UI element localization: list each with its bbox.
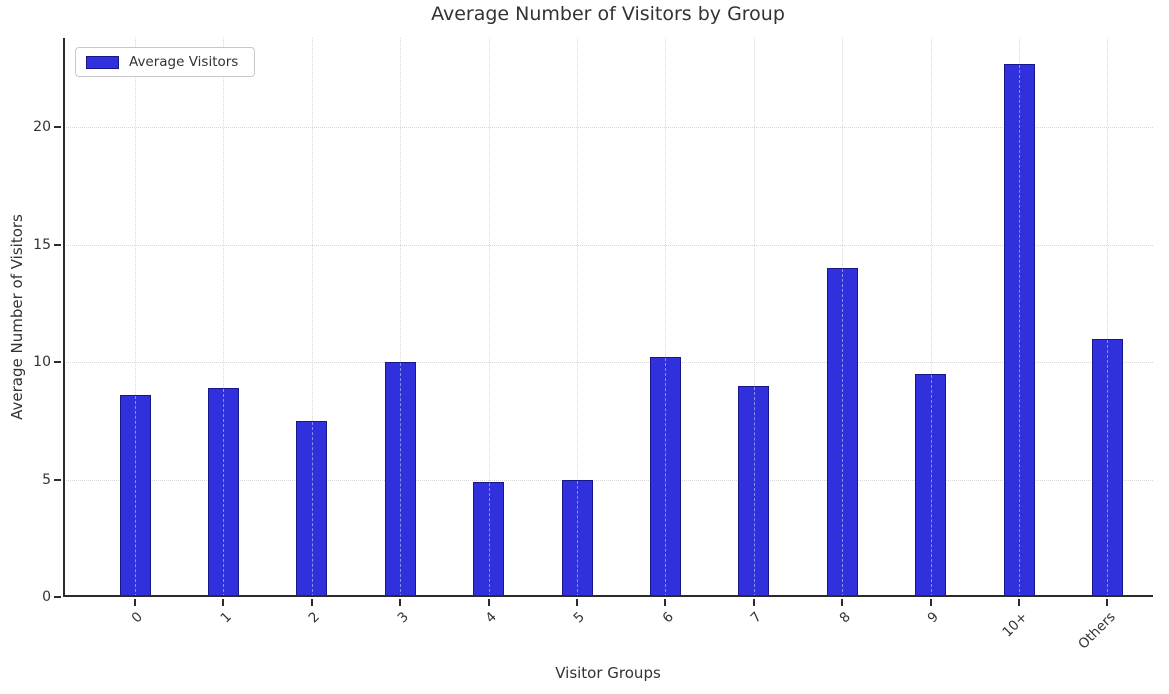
x-tick-mark — [752, 599, 755, 606]
gridline-horizontal — [63, 127, 1153, 129]
bar — [1003, 63, 1035, 598]
x-tick-mark — [929, 599, 932, 606]
y-tick-label: 5 — [42, 471, 51, 488]
bar — [296, 420, 328, 598]
x-tick-mark — [222, 599, 225, 606]
x-tick-mark — [487, 599, 490, 606]
legend-label: Average Visitors — [129, 54, 239, 70]
gridline-vertical — [665, 38, 667, 597]
legend: Average Visitors — [75, 47, 256, 77]
bar — [207, 387, 239, 598]
y-tick-mark — [54, 126, 61, 129]
x-tick-mark — [134, 599, 136, 606]
gridline-horizontal — [63, 362, 1153, 364]
bar — [1091, 338, 1123, 598]
x-axis-label: Visitor Groups — [555, 664, 661, 682]
gridline-vertical — [311, 38, 313, 597]
gridline-vertical — [135, 38, 136, 597]
x-tick-label-text: Others — [1075, 609, 1119, 653]
x-tick-label-text: 9 — [924, 609, 942, 627]
bar — [826, 268, 858, 597]
x-tick-label-text: 6 — [659, 609, 677, 627]
x-tick-label-text: 0 — [128, 609, 147, 627]
x-tick-mark — [310, 599, 313, 606]
bar — [384, 362, 416, 597]
y-tick-label: 0 — [42, 589, 51, 605]
gridline-vertical — [223, 38, 225, 597]
x-tick-label-text: 3 — [394, 609, 412, 627]
chart-title: Average Number of Visitors by Group — [431, 3, 785, 25]
bar — [649, 357, 681, 597]
gridline-vertical — [488, 38, 490, 597]
bar — [561, 479, 593, 598]
bar — [119, 395, 151, 597]
plot-area: Average Visitors 0 5 10 15 20 0 1 2 3 4 5 6 7 8 9 10+ Ot… — [33, 38, 1153, 652]
y-tick-mark — [54, 361, 61, 364]
gridline-vertical — [753, 38, 755, 597]
bar — [473, 481, 505, 598]
x-tick-label-text: 7 — [747, 609, 766, 627]
y-axis-spine — [63, 38, 65, 597]
x-tick-mark — [841, 599, 844, 606]
gridline-vertical — [1107, 38, 1109, 597]
gridline-vertical — [577, 38, 578, 597]
x-tick-label-text: 10+ — [998, 609, 1031, 641]
y-tick-label: 10 — [33, 354, 51, 371]
x-tick-label-text: 5 — [570, 609, 589, 627]
x-tick-label-text: 1 — [217, 609, 235, 627]
x-tick-mark — [399, 599, 402, 606]
bar — [915, 373, 947, 598]
gridline-horizontal — [63, 244, 1153, 246]
x-tick-mark — [1018, 599, 1020, 606]
x-tick-mark — [1106, 599, 1109, 606]
y-tick-mark — [54, 478, 61, 481]
y-tick-label: 15 — [33, 236, 51, 253]
x-axis-spine — [63, 595, 1153, 597]
y-tick-mark — [54, 596, 61, 598]
y-tick-label: 20 — [33, 119, 51, 136]
x-tick-label-text: 2 — [305, 609, 324, 627]
y-tick-mark — [54, 243, 61, 246]
gridline-vertical — [930, 38, 932, 597]
bar — [738, 385, 770, 598]
legend-swatch-icon — [86, 55, 119, 69]
y-axis-label: Average Number of Visitors — [8, 214, 26, 420]
x-tick-mark — [664, 599, 667, 606]
gridline-horizontal — [63, 479, 1153, 481]
x-tick-label-text: 4 — [482, 609, 500, 627]
x-tick-label-text: 8 — [836, 609, 854, 627]
gridline-vertical — [400, 38, 402, 597]
x-tick-mark — [576, 599, 578, 606]
